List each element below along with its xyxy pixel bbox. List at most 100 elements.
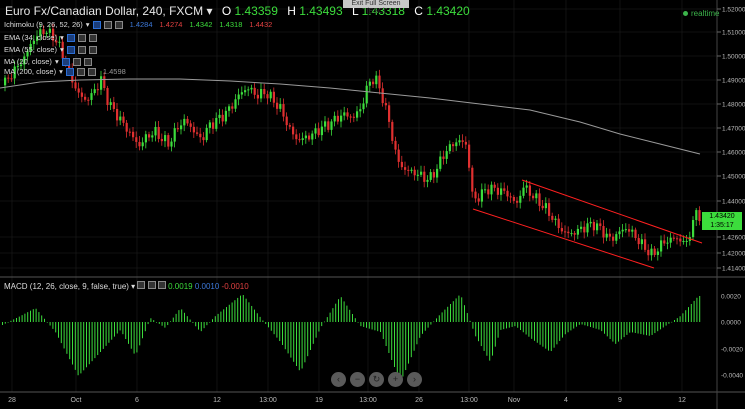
indicator-label[interactable]: MA (20, close) <box>4 57 52 66</box>
scroll-left-button[interactable]: ‹ <box>331 372 346 387</box>
candle-body <box>276 102 279 109</box>
indicator-row[interactable]: MA (200, close) ▾ 1.4598 <box>4 67 126 76</box>
candle-body <box>464 141 467 145</box>
indicator-close-icon[interactable] <box>88 45 97 54</box>
indicator-row[interactable]: Ichimoku (9, 26, 52, 26) ▾ 1.4284 1.4274 1.4… <box>4 20 272 29</box>
macd-bar <box>640 322 642 335</box>
time-axis[interactable]: 28 Oct 6 12 13:00 19 13:00 26 13:00 Nov 4 9 12 <box>8 397 686 404</box>
macd-bar <box>511 322 513 327</box>
indicator-dropdown-icon[interactable]: ▾ <box>85 20 90 29</box>
indicator-eye-icon[interactable] <box>61 57 70 66</box>
indicator-dropdown-icon[interactable]: ▾ <box>59 67 63 76</box>
realtime-label: realtime <box>691 9 720 18</box>
channel-lower-line[interactable] <box>472 208 655 269</box>
price-axis[interactable]: 1.52000 1.51000 1.50000 1.49000 1.48000 1.470… <box>717 7 745 273</box>
macd-axis[interactable]: 0.0020 0.0000 -0.0020 -0.0040 <box>721 294 743 380</box>
time-tick-label: 13:00 <box>460 397 478 404</box>
trend-channel[interactable] <box>472 179 703 269</box>
macd-bar <box>248 302 250 322</box>
indicator-settings-icon[interactable] <box>76 67 85 76</box>
macd-bar <box>128 322 129 344</box>
open-value: 1.43359 <box>234 4 278 18</box>
indicator-label[interactable]: EMA (55, close) <box>4 45 57 54</box>
macd-bar <box>422 322 423 334</box>
macd-close-icon[interactable] <box>157 281 166 289</box>
macd-bar <box>60 322 62 344</box>
candle-body <box>208 122 211 128</box>
macd-label[interactable]: MACD (12, 26, close, 9, false, true) <box>4 282 129 291</box>
candle-body <box>58 41 61 43</box>
reset-button[interactable]: ↻ <box>369 372 384 387</box>
macd-bar <box>49 322 51 326</box>
candle-body <box>612 236 615 241</box>
indicator-settings-icon[interactable] <box>103 20 112 29</box>
macd-bar <box>144 322 146 332</box>
indicator-row[interactable]: EMA (55, close) ▾ <box>4 45 97 54</box>
macd-bar <box>447 306 449 322</box>
candle-body <box>666 242 669 244</box>
indicator-settings-icon[interactable] <box>77 33 86 42</box>
indicator-label[interactable]: Ichimoku (9, 26, 52, 26) <box>4 20 83 29</box>
macd-bar <box>377 322 379 332</box>
candle-body <box>96 89 99 91</box>
channel-upper-line[interactable] <box>521 179 703 244</box>
indicator-close-icon[interactable] <box>83 57 92 66</box>
zoom-in-button[interactable]: + <box>388 372 403 387</box>
candle-body <box>151 135 154 138</box>
macd-bar <box>105 322 107 346</box>
indicator-eye-icon[interactable] <box>65 67 74 76</box>
exit-fullscreen-button[interactable]: Exit Full Screen (ESC) <box>343 0 409 15</box>
indicator-row[interactable]: EMA (34, close) ▾ <box>4 33 97 42</box>
candle-body <box>391 121 394 141</box>
indicator-value: 1.4432 <box>249 20 273 29</box>
indicator-settings-icon[interactable] <box>77 45 86 54</box>
indicator-eye-icon[interactable] <box>66 33 75 42</box>
indicator-eye-icon[interactable] <box>92 20 101 29</box>
macd-bar <box>270 322 272 331</box>
macd-bar <box>450 304 451 322</box>
candle-body <box>221 114 224 122</box>
candle-body <box>420 171 423 175</box>
indicator-close-icon[interactable] <box>88 33 97 42</box>
zoom-out-button[interactable]: − <box>350 372 365 387</box>
macd-bar <box>38 312 40 322</box>
macd-bar <box>391 322 393 360</box>
scroll-right-button[interactable]: › <box>407 372 422 387</box>
indicator-label[interactable]: MA (200, close) <box>4 67 57 76</box>
macd-bar <box>284 322 286 350</box>
macd-bar <box>220 311 222 322</box>
indicator-label[interactable]: EMA (34, close) <box>4 33 57 42</box>
indicator-settings-icon[interactable] <box>72 57 81 66</box>
candle-body <box>16 66 19 68</box>
candle-body <box>586 223 589 233</box>
macd-settings-icon[interactable] <box>147 281 156 289</box>
candle-body <box>215 117 218 129</box>
macd-bar <box>366 322 367 328</box>
macd-bar <box>514 322 516 327</box>
macd-bar <box>164 322 166 328</box>
indicator-row[interactable]: MA (20, close) ▾ <box>4 57 92 66</box>
indicator-dropdown-icon[interactable]: ▾ <box>59 33 64 42</box>
macd-bar <box>256 313 258 322</box>
indicator-close-icon[interactable] <box>114 20 123 29</box>
symbol-dropdown-icon[interactable]: ▾ <box>206 4 213 18</box>
candle-body <box>39 29 42 37</box>
macd-dropdown-icon[interactable]: ▾ <box>131 282 136 291</box>
macd-bar <box>626 322 628 335</box>
macd-bar <box>343 301 345 322</box>
macd-bar <box>290 322 292 358</box>
candle-body <box>599 223 602 227</box>
macd-bar <box>618 322 619 342</box>
indicator-dropdown-icon[interactable]: ▾ <box>54 57 59 66</box>
macd-bar <box>293 322 295 362</box>
macd-eye-icon[interactable] <box>137 281 146 289</box>
symbol-title[interactable]: Euro Fx/Canadian Dollar, 240, FXCM <box>5 4 204 18</box>
indicator-close-icon[interactable] <box>87 67 96 76</box>
macd-tick-label: -0.0020 <box>721 347 743 354</box>
indicator-eye-icon[interactable] <box>66 45 75 54</box>
indicator-dropdown-icon[interactable]: ▾ <box>59 45 64 54</box>
macd-bar <box>184 312 185 322</box>
price-tick-label: 1.41400 <box>722 266 745 273</box>
macd-bar <box>388 322 390 353</box>
